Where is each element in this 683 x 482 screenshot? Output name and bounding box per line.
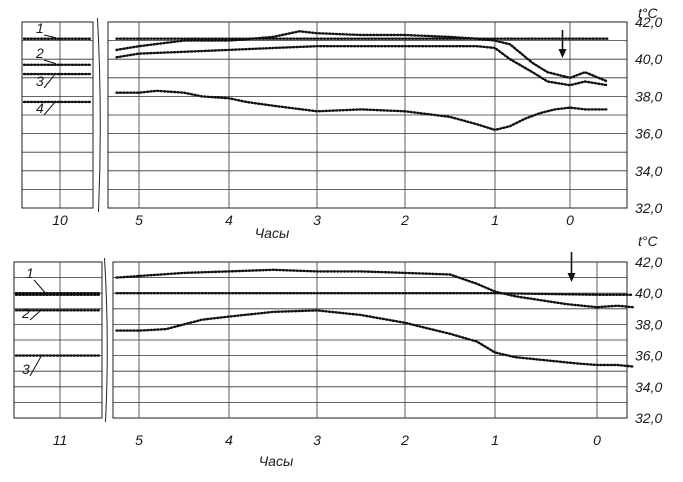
series-line-right <box>115 309 634 368</box>
x-tick-label: 5 <box>135 212 143 228</box>
y-tick-label: 32,0 <box>635 200 662 216</box>
series-ref <box>14 292 634 296</box>
series-2: 2 <box>14 305 634 368</box>
plot-frame-left <box>21 21 94 209</box>
series-label: 4 <box>36 100 44 116</box>
y-tick-label: 42,0 <box>635 254 662 270</box>
series-label: 2 <box>35 45 44 61</box>
series-line-right <box>115 268 634 309</box>
y-tick-label: 32,0 <box>635 410 662 426</box>
arrow-head <box>567 273 576 282</box>
series-line-right <box>115 89 609 132</box>
y-tick-label: 38,0 <box>635 88 662 104</box>
y-tick-label: 36,0 <box>635 348 662 364</box>
series-label: 1 <box>36 20 44 36</box>
series-label-leader <box>29 308 43 321</box>
x-tick-label: 10 <box>52 212 68 228</box>
x-axis-label: Часы <box>259 453 294 469</box>
series-label-leader <box>43 34 57 39</box>
x-tick-label: 4 <box>225 432 233 448</box>
y-tick-label: 38,0 <box>635 316 662 332</box>
series-label-leader <box>43 100 57 116</box>
series-1: 1 <box>14 265 634 309</box>
series-2: 2 <box>22 30 609 83</box>
series-label-leader <box>43 59 57 65</box>
y-tick-label: 36,0 <box>635 126 662 142</box>
x-tick-label: 2 <box>400 432 409 448</box>
arrow-head <box>558 49 567 58</box>
y-tick-label: 40,0 <box>635 51 662 67</box>
x-tick-label: 5 <box>135 432 143 448</box>
x-tick-label: 11 <box>53 432 68 448</box>
chart-panel-1: 42,040,038,036,034,032,0t°C10 5 4 3 2 1 0Часы1… <box>21 5 662 241</box>
chart-panel-2: 42,0 40,0 38,0 36,0 34,0 32,0 t°C 11 5 4 3 2 1 0 Часы 1… <box>13 233 662 469</box>
axis-break-mark <box>104 257 108 423</box>
series-line-right <box>115 292 634 296</box>
series-label: 2 <box>21 305 30 321</box>
x-tick-label: 0 <box>593 432 601 448</box>
y-tick-label: 40,0 <box>635 285 662 301</box>
x-tick-label: 1 <box>491 432 499 448</box>
x-tick-label: 2 <box>400 212 409 228</box>
y-tick-label: 34,0 <box>635 379 662 395</box>
series-label: 3 <box>22 361 30 377</box>
x-tick-label: 3 <box>313 212 321 228</box>
series-line-right <box>115 30 609 83</box>
series-3: 3 <box>14 354 102 377</box>
series-label-leader <box>43 72 57 89</box>
series-4: 4 <box>22 89 609 132</box>
series-label-leader <box>29 354 43 377</box>
x-tick-label: 4 <box>225 212 233 228</box>
series-label: 1 <box>26 265 34 281</box>
series-3: 3 <box>22 45 609 89</box>
x-tick-label: 1 <box>491 212 499 228</box>
series-line-right <box>115 45 609 87</box>
y-tick-label: 42,0 <box>635 14 662 30</box>
series-label: 3 <box>36 73 44 89</box>
axis-break-mark <box>97 17 101 213</box>
y-axis-label: t°C <box>638 5 658 21</box>
series-label-leader <box>33 279 47 295</box>
x-tick-label: 0 <box>566 212 574 228</box>
series-1: 1 <box>22 20 609 40</box>
x-axis-label: Часы <box>255 225 290 241</box>
y-axis-label: t°C <box>638 233 658 249</box>
x-tick-label: 3 <box>313 432 321 448</box>
y-tick-label: 34,0 <box>635 163 662 179</box>
plot-frame-left <box>13 261 103 419</box>
